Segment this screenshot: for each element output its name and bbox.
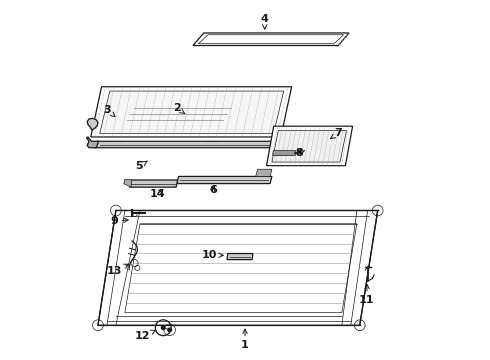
Polygon shape: [193, 33, 349, 45]
Text: 2: 2: [173, 103, 185, 113]
Text: 9: 9: [110, 216, 128, 226]
Text: 1: 1: [241, 329, 249, 350]
Polygon shape: [256, 169, 272, 176]
Text: 8: 8: [295, 148, 303, 158]
Text: 7: 7: [330, 129, 342, 139]
Text: 6: 6: [209, 185, 217, 195]
Circle shape: [161, 326, 165, 329]
Polygon shape: [98, 211, 378, 325]
Polygon shape: [95, 141, 284, 148]
Polygon shape: [100, 91, 284, 134]
Polygon shape: [267, 126, 353, 166]
Polygon shape: [91, 87, 292, 137]
Circle shape: [168, 328, 172, 332]
Text: 5: 5: [135, 161, 147, 171]
Text: 4: 4: [261, 14, 269, 29]
Polygon shape: [198, 35, 343, 44]
Text: 3: 3: [103, 105, 115, 117]
Polygon shape: [87, 137, 98, 148]
Polygon shape: [272, 150, 296, 156]
Polygon shape: [272, 131, 346, 162]
Text: 12: 12: [135, 330, 155, 341]
Polygon shape: [177, 176, 272, 184]
Text: 13: 13: [106, 264, 128, 276]
Text: 11: 11: [359, 284, 375, 305]
Text: 10: 10: [201, 250, 223, 260]
Text: 14: 14: [149, 189, 165, 199]
Polygon shape: [227, 253, 253, 260]
Polygon shape: [124, 179, 132, 187]
Polygon shape: [129, 180, 177, 187]
Polygon shape: [87, 118, 98, 130]
Polygon shape: [125, 224, 357, 313]
